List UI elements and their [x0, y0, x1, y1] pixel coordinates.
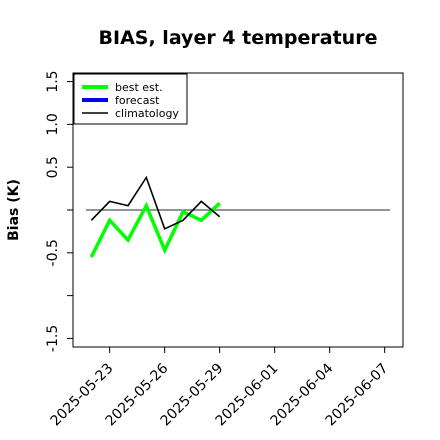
series-line-best-est- [89, 201, 221, 258]
chart-title: BIAS, layer 4 temperature [99, 27, 378, 49]
legend-label: climatology [115, 107, 179, 120]
legend-label: forecast [115, 94, 160, 107]
legend-label: best est. [115, 81, 163, 94]
y-tick-label: 1.0 [45, 113, 61, 135]
y-tick-label: 1.5 [45, 70, 61, 92]
y-axis-label: Bias (K) [6, 179, 22, 241]
legend-box [73, 73, 188, 125]
y-tick-label: -1.5 [45, 325, 61, 352]
y-tick-label: 0.5 [45, 156, 61, 178]
series-line-climatology [90, 175, 221, 230]
y-tick-label: -0.5 [45, 239, 61, 266]
